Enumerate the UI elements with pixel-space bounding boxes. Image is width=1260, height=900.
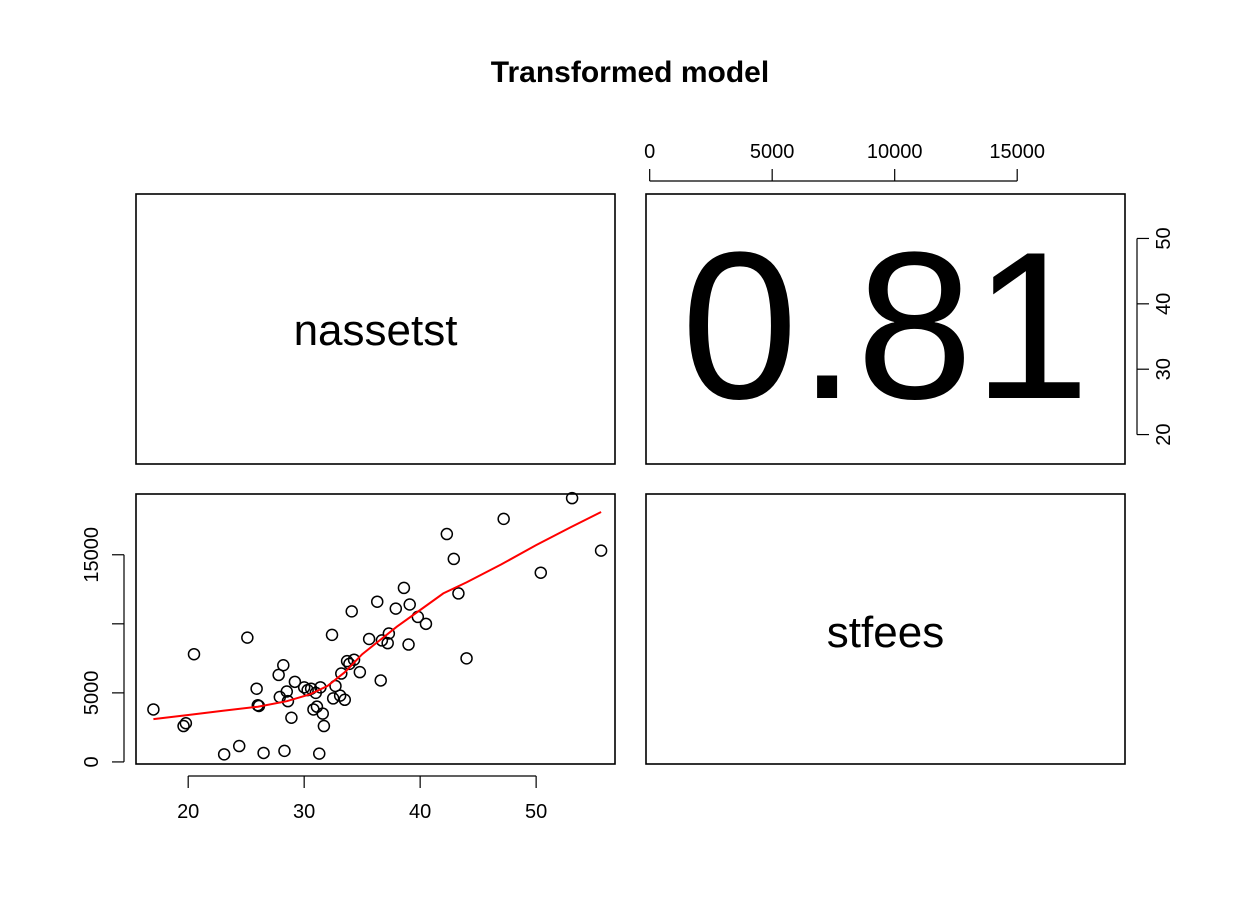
data-point — [179, 717, 193, 730]
smooth-line — [153, 511, 602, 721]
data-point — [187, 647, 201, 661]
right-y-tick-label: 20 — [1153, 423, 1175, 445]
data-point — [594, 544, 608, 557]
data-point — [232, 739, 246, 753]
data-point — [340, 654, 354, 668]
data-point — [257, 746, 270, 760]
data-point — [285, 711, 298, 724]
data-point — [419, 617, 433, 631]
data-point — [452, 587, 465, 600]
y-tick-label: 5000 — [81, 671, 103, 716]
x-axis-top: 0 5000 10000 15000 — [644, 141, 1045, 182]
data-point — [534, 566, 548, 579]
top-x-tick-label: 0 — [644, 141, 655, 163]
data-point — [397, 581, 411, 595]
data-point — [374, 674, 387, 687]
data-point — [288, 675, 302, 689]
data-point — [447, 552, 461, 566]
top-x-tick-label: 15000 — [989, 141, 1045, 163]
top-x-tick-label: 5000 — [750, 141, 795, 163]
top-x-tick-label: 10000 — [867, 141, 923, 163]
data-point — [147, 703, 160, 716]
y-axis-left: 0 5000 15000 — [81, 527, 125, 767]
data-point — [382, 627, 396, 640]
right-y-tick-label: 30 — [1153, 358, 1175, 380]
data-point — [338, 693, 352, 707]
data-point — [316, 707, 329, 720]
y-tick-label: 15000 — [81, 527, 103, 583]
data-point — [310, 700, 324, 713]
data-point — [278, 744, 291, 758]
data-point — [250, 682, 263, 695]
data-point — [389, 602, 403, 615]
panel-stfees-label — [645, 493, 1126, 765]
right-y-tick-label: 50 — [1153, 227, 1175, 249]
data-point — [497, 512, 510, 526]
data-point — [280, 685, 294, 698]
data-point — [325, 628, 339, 642]
data-point — [345, 605, 358, 618]
x-tick-label: 50 — [525, 801, 547, 823]
data-point — [217, 748, 231, 761]
data-point — [317, 719, 331, 733]
right-y-tick-label: 40 — [1153, 293, 1175, 315]
variable-label-stfees: stfees — [827, 608, 944, 657]
data-point — [440, 527, 454, 541]
scatter-points — [147, 491, 608, 761]
variable-label-nassetst: nassetst — [294, 306, 458, 355]
panel-correlation — [645, 193, 1126, 465]
y-axis-right: 20 30 40 50 — [1136, 227, 1175, 446]
data-point — [335, 667, 348, 680]
panel-nassetst-label — [135, 193, 616, 465]
data-point — [375, 634, 389, 647]
data-point — [347, 653, 361, 666]
correlation-value: 0.81 — [681, 208, 1090, 443]
x-tick-label: 30 — [293, 801, 315, 823]
data-point — [460, 652, 473, 665]
y-tick-label: 0 — [81, 756, 103, 767]
data-point — [402, 638, 415, 651]
x-tick-label: 20 — [177, 801, 199, 823]
x-tick-label: 40 — [409, 801, 431, 823]
data-point — [177, 719, 190, 733]
data-point — [353, 665, 367, 679]
x-axis-bottom: 20 30 40 50 — [177, 775, 547, 823]
data-point — [370, 595, 384, 608]
data-point — [565, 491, 579, 505]
chart-title: Transformed model — [491, 56, 769, 89]
data-point — [241, 631, 254, 644]
data-point — [297, 681, 311, 694]
data-point — [381, 636, 394, 650]
data-point — [403, 598, 416, 611]
panel-scatter — [135, 493, 616, 765]
data-point — [362, 632, 376, 646]
data-point — [312, 747, 326, 760]
data-point — [277, 659, 290, 672]
data-point — [326, 692, 340, 705]
